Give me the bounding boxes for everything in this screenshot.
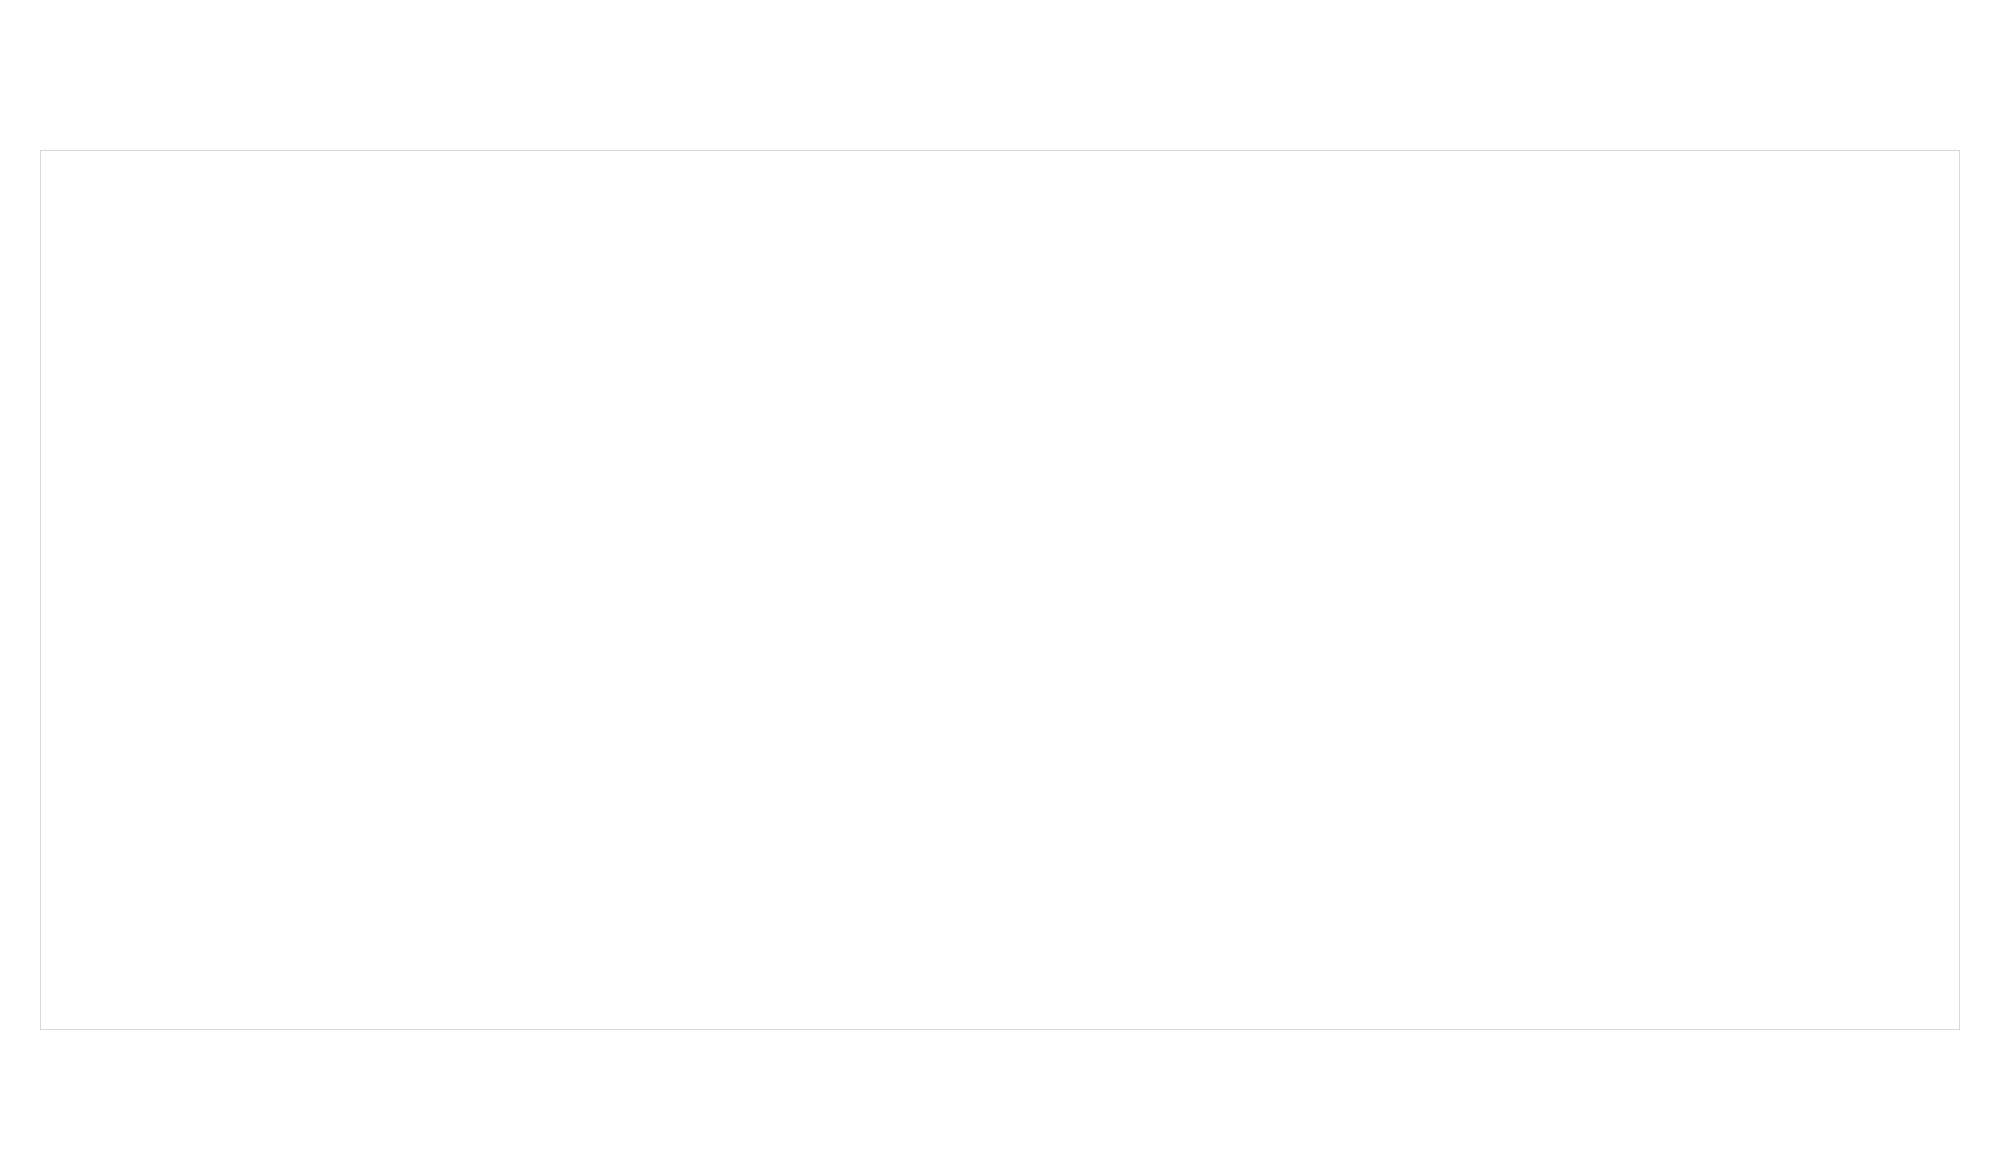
y-axis-right1-labels (1861, 219, 1909, 985)
y-axis-left-labels (47, 219, 129, 985)
y-axis-right2-labels (1909, 219, 1955, 985)
annotation-arrows (131, 219, 1861, 985)
x-axis-labels (131, 989, 1861, 1017)
plot-area (131, 219, 1861, 985)
chart-container (40, 150, 1960, 1030)
